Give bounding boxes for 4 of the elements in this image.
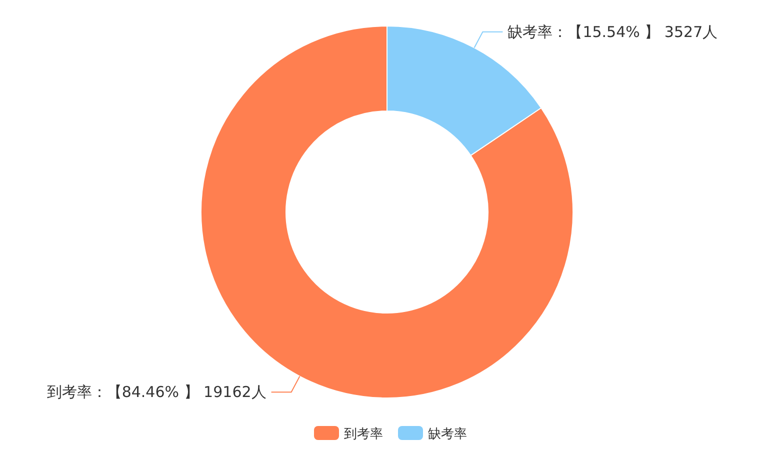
legend-label: 缺考率 (428, 426, 467, 442)
data-label: 到考率：【84.46% 】 19162人 (46, 383, 266, 402)
data-label: 缺考率：【15.54% 】 3527人 (508, 22, 718, 41)
legend-label: 到考率 (344, 426, 383, 442)
